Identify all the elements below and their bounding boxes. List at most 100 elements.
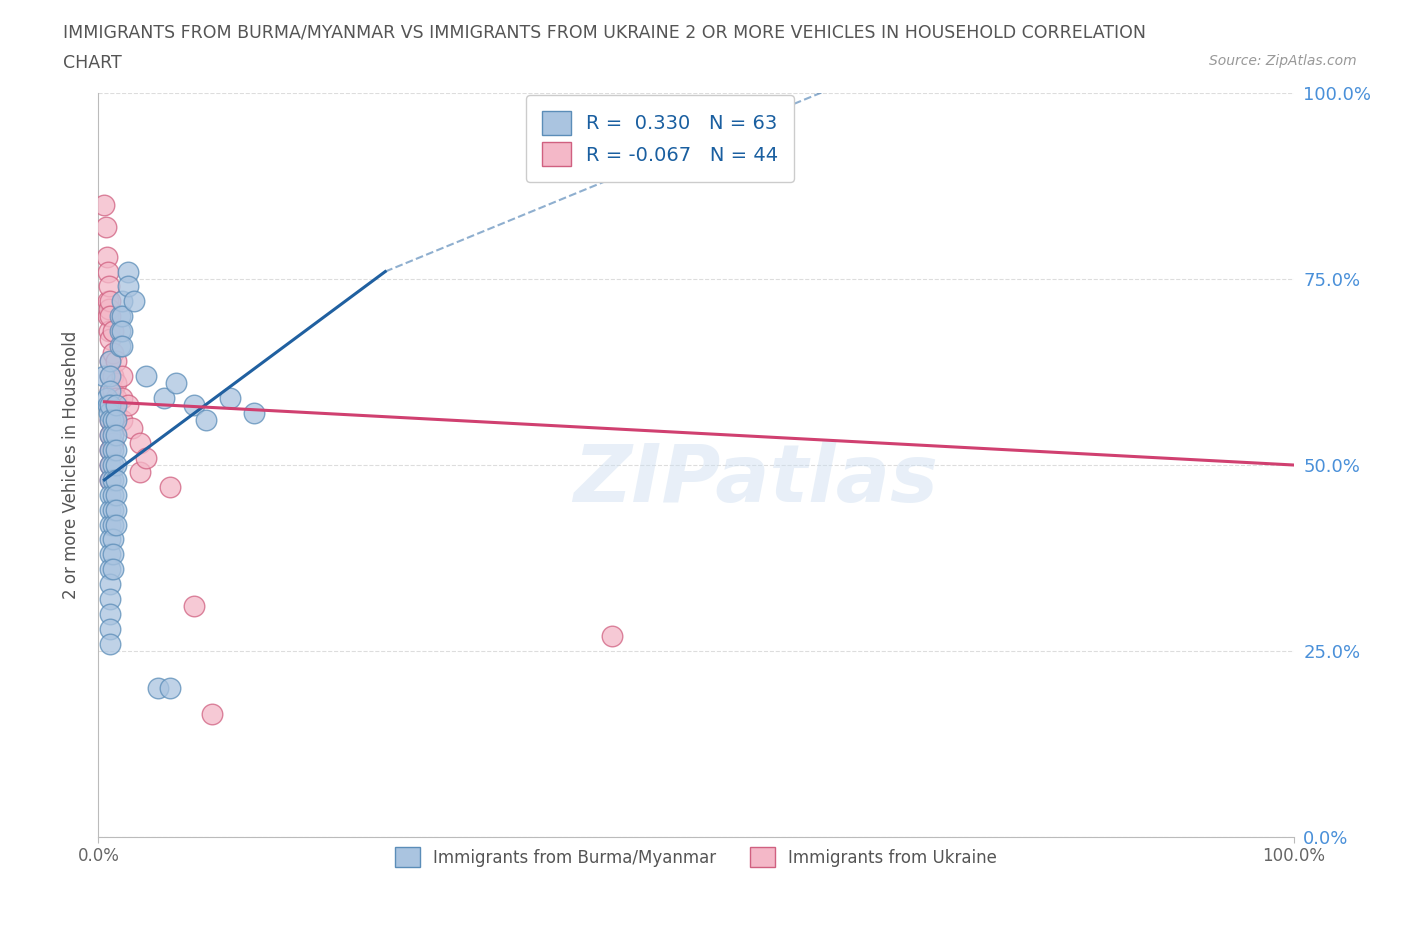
Point [159,681,181,696]
Point [105,405,128,420]
Point [101,368,124,383]
Point [602,629,624,644]
Point [101,487,124,502]
Point [101,532,124,547]
Point [201,707,224,722]
Point [94,219,117,234]
Point [153,391,176,405]
Point [98,502,122,517]
Point [97,398,120,413]
Text: Source: ZipAtlas.com: Source: ZipAtlas.com [1209,54,1357,68]
Point [101,458,124,472]
Point [101,443,124,458]
Point [101,398,124,413]
Point [243,405,266,420]
Y-axis label: 2 or more Vehicles in Household: 2 or more Vehicles in Household [62,331,80,599]
Point [98,428,122,443]
Point [108,309,131,324]
Point [98,398,122,413]
Point [98,428,122,443]
Point [98,472,122,487]
Point [105,502,128,517]
Point [105,517,128,532]
Point [183,398,205,413]
Point [101,435,124,450]
Point [98,443,122,458]
Point [93,368,115,383]
Point [101,428,124,443]
Point [98,331,122,346]
Point [117,279,139,294]
Point [105,398,128,413]
Point [105,428,128,443]
Point [159,480,181,495]
Point [121,420,143,435]
Point [98,353,122,368]
Point [129,435,152,450]
Legend: Immigrants from Burma/Myanmar, Immigrants from Ukraine: Immigrants from Burma/Myanmar, Immigrant… [381,834,1011,881]
Point [96,249,118,264]
Point [98,591,122,606]
Point [105,443,128,458]
Point [105,353,128,368]
Point [98,301,121,316]
Point [98,413,122,428]
Point [93,197,115,212]
Point [101,413,124,428]
Point [98,279,121,294]
Point [101,420,124,435]
Point [135,368,157,383]
Point [111,413,134,428]
Point [101,517,124,532]
Text: ZIPatlas: ZIPatlas [574,441,938,519]
Point [98,383,122,398]
Point [105,458,128,472]
Point [117,398,139,413]
Point [219,391,242,405]
Point [98,405,121,420]
Point [105,472,128,487]
Point [98,562,122,577]
Point [111,368,134,383]
Point [98,368,122,383]
Point [98,383,122,398]
Point [105,413,128,428]
Point [97,309,120,324]
Point [111,391,134,405]
Point [98,458,122,472]
Point [101,346,124,361]
Point [101,502,124,517]
Point [98,487,122,502]
Point [98,413,122,428]
Point [105,487,128,502]
Point [111,324,134,339]
Point [96,391,118,405]
Text: CHART: CHART [63,54,122,72]
Point [98,294,122,309]
Point [98,517,122,532]
Point [105,376,128,391]
Point [101,324,124,339]
Point [98,472,122,487]
Point [117,264,139,279]
Point [101,562,124,577]
Point [165,376,187,391]
Point [105,391,128,405]
Point [111,294,134,309]
Point [98,636,122,651]
Point [97,294,120,309]
Point [98,309,122,324]
Point [98,368,122,383]
Point [98,398,122,413]
Point [135,450,157,465]
Point [183,599,205,614]
Point [97,264,120,279]
Point [195,413,218,428]
Point [98,443,122,458]
Point [101,472,124,487]
Point [129,465,152,480]
Point [124,294,146,309]
Text: IMMIGRANTS FROM BURMA/MYANMAR VS IMMIGRANTS FROM UKRAINE 2 OR MORE VEHICLES IN H: IMMIGRANTS FROM BURMA/MYANMAR VS IMMIGRA… [63,23,1146,41]
Point [98,577,122,591]
Point [98,353,122,368]
